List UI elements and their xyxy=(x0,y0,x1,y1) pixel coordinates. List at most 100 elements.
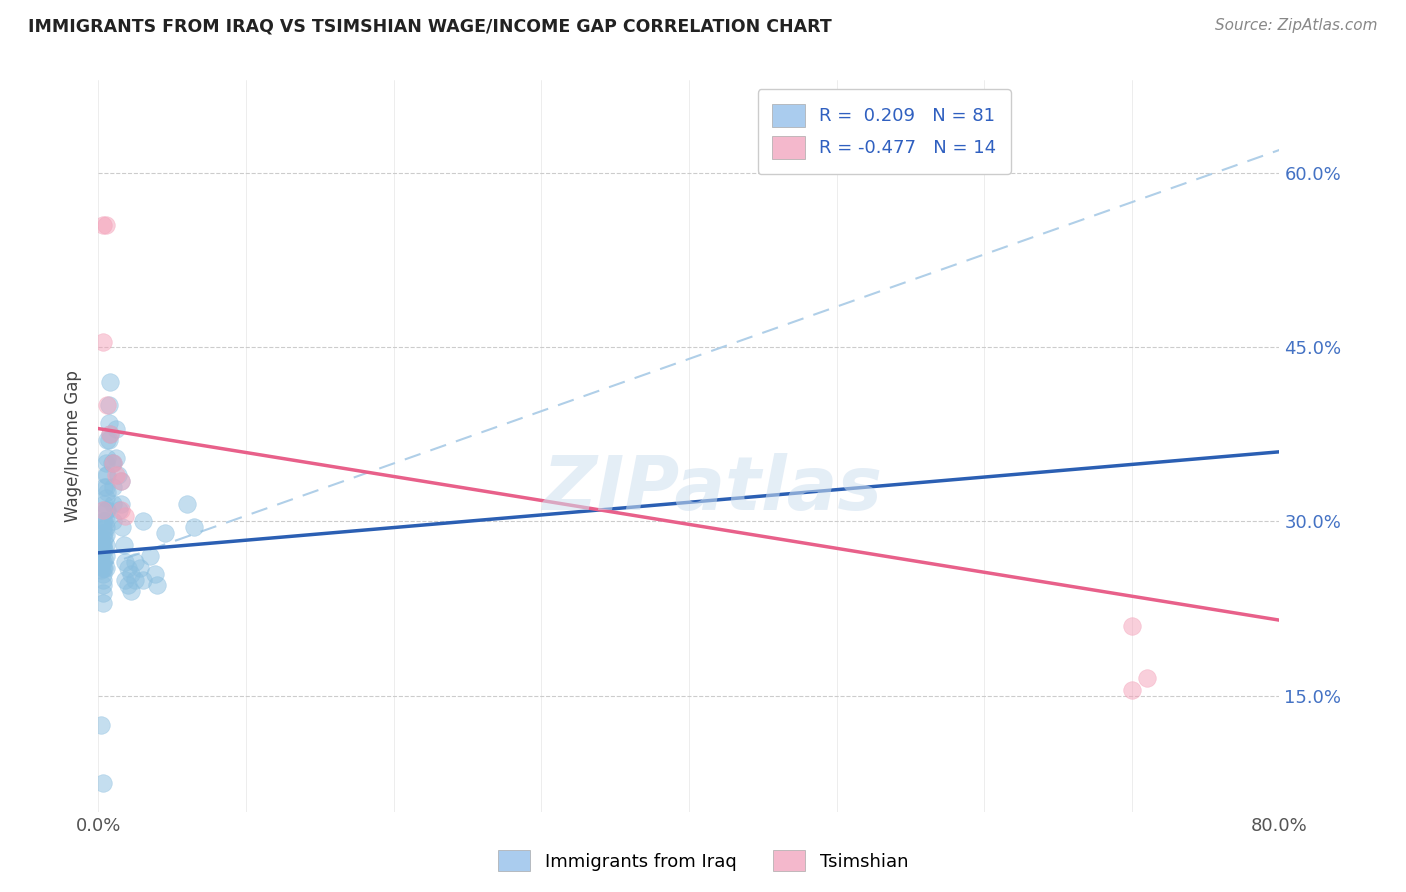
Point xyxy=(91,503,114,517)
Point xyxy=(183,520,205,534)
Point xyxy=(91,596,114,610)
Point xyxy=(124,555,146,569)
Point xyxy=(91,586,114,600)
Point xyxy=(1121,682,1143,697)
Point xyxy=(93,561,115,575)
Point xyxy=(91,573,114,587)
Point xyxy=(94,219,117,233)
Point xyxy=(124,573,146,587)
Point xyxy=(90,538,112,552)
Point xyxy=(93,526,115,541)
Point xyxy=(98,427,121,442)
Point xyxy=(91,526,114,541)
Point xyxy=(112,538,135,552)
Point xyxy=(96,468,118,483)
Point xyxy=(110,503,132,517)
Point xyxy=(105,468,128,483)
Point xyxy=(91,515,114,529)
Point xyxy=(103,515,125,529)
Point xyxy=(146,578,169,592)
Point xyxy=(93,497,115,511)
Point xyxy=(91,540,114,554)
Point xyxy=(111,520,134,534)
Point xyxy=(91,775,114,789)
Point xyxy=(1136,671,1159,685)
Point xyxy=(96,485,118,500)
Point xyxy=(97,398,120,412)
Point xyxy=(90,540,112,554)
Point xyxy=(139,549,162,564)
Point xyxy=(1121,619,1143,633)
Point xyxy=(128,561,150,575)
Text: ZIPatlas: ZIPatlas xyxy=(543,453,883,526)
Point xyxy=(90,563,112,577)
Point xyxy=(96,433,118,447)
Point xyxy=(93,515,115,529)
Point xyxy=(108,503,131,517)
Point xyxy=(93,532,115,546)
Legend: R =  0.209   N = 81, R = -0.477   N = 14: R = 0.209 N = 81, R = -0.477 N = 14 xyxy=(758,89,1011,174)
Point xyxy=(114,573,136,587)
Point xyxy=(94,549,117,564)
Point xyxy=(105,421,128,435)
Point xyxy=(103,457,125,471)
Point xyxy=(91,503,114,517)
Point xyxy=(90,547,112,561)
Point xyxy=(143,566,166,581)
Point xyxy=(90,717,112,731)
Point xyxy=(103,480,125,494)
Point xyxy=(91,555,114,569)
Point xyxy=(93,480,115,494)
Legend: Immigrants from Iraq, Tsimshian: Immigrants from Iraq, Tsimshian xyxy=(491,843,915,879)
Point xyxy=(91,578,114,592)
Point xyxy=(90,551,112,566)
Point xyxy=(117,561,139,575)
Point xyxy=(94,457,117,471)
Point xyxy=(96,503,118,517)
Point xyxy=(91,219,114,233)
Point xyxy=(103,497,125,511)
Point xyxy=(94,515,117,529)
Point xyxy=(96,398,118,412)
Point xyxy=(97,433,120,447)
Point xyxy=(94,480,117,494)
Point xyxy=(103,457,125,471)
Point xyxy=(114,555,136,569)
Point xyxy=(91,566,114,581)
Text: Source: ZipAtlas.com: Source: ZipAtlas.com xyxy=(1215,18,1378,33)
Point xyxy=(114,508,136,523)
Point xyxy=(90,558,112,573)
Point xyxy=(91,520,114,534)
Point xyxy=(120,584,142,599)
Point xyxy=(153,526,176,541)
Point xyxy=(94,538,117,552)
Point xyxy=(105,450,128,465)
Point xyxy=(94,503,117,517)
Point xyxy=(94,468,117,483)
Point xyxy=(91,561,114,575)
Point xyxy=(90,549,112,564)
Point xyxy=(94,491,117,506)
Point xyxy=(98,375,121,389)
Point xyxy=(94,520,117,534)
Point xyxy=(100,457,122,471)
Point xyxy=(93,551,115,566)
Point xyxy=(91,334,114,349)
Point xyxy=(98,427,121,442)
Point xyxy=(120,566,142,581)
Point xyxy=(94,528,117,542)
Point xyxy=(107,468,129,483)
Point xyxy=(97,416,120,430)
Point xyxy=(94,561,117,575)
Point xyxy=(110,497,132,511)
Point xyxy=(96,450,118,465)
Text: IMMIGRANTS FROM IRAQ VS TSIMSHIAN WAGE/INCOME GAP CORRELATION CHART: IMMIGRANTS FROM IRAQ VS TSIMSHIAN WAGE/I… xyxy=(28,18,832,36)
Y-axis label: Wage/Income Gap: Wage/Income Gap xyxy=(65,370,83,522)
Point xyxy=(117,578,139,592)
Point xyxy=(90,532,112,546)
Point xyxy=(110,474,132,488)
Point xyxy=(91,538,114,552)
Point xyxy=(132,573,155,587)
Point xyxy=(110,474,132,488)
Point xyxy=(132,515,155,529)
